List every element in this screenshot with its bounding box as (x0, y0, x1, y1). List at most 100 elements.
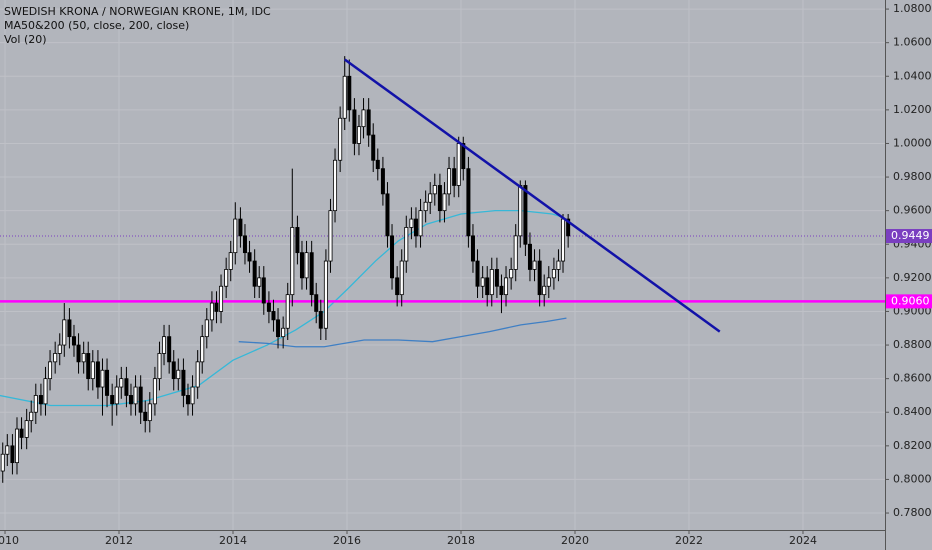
candle-body (242, 235, 247, 254)
candle-body (523, 185, 528, 245)
candle-body (390, 235, 395, 279)
candle-body (185, 395, 190, 405)
candle-body (261, 277, 266, 304)
candle-body (128, 395, 133, 405)
price-label-bg (886, 229, 932, 244)
candle-body (561, 218, 566, 262)
candle-body (228, 252, 233, 270)
candle-body (167, 336, 172, 363)
candle-body (437, 185, 442, 212)
candle-body (551, 269, 556, 279)
candle-body (485, 277, 490, 296)
candle-body (361, 109, 366, 128)
y-tick-label: 0.8200 (893, 439, 932, 452)
indicator-label: Vol (20) (4, 33, 47, 46)
candle-body (224, 269, 229, 287)
candle-body (356, 126, 361, 144)
candle-body (276, 319, 281, 338)
candle-body (38, 395, 43, 405)
candle-body (48, 361, 53, 380)
candle-body (546, 277, 551, 287)
candle-body (100, 369, 105, 388)
candle-body (556, 260, 561, 270)
y-tick-label: 0.8800 (893, 338, 932, 351)
candle-body (323, 260, 328, 329)
candle-body (566, 218, 571, 237)
candle-body (219, 285, 224, 312)
candle-body (442, 193, 447, 212)
candle-body (447, 168, 452, 195)
candle-body (95, 361, 100, 388)
candle-body (29, 411, 34, 422)
candle-body (271, 311, 276, 321)
candle-body (71, 336, 76, 346)
candle-body (86, 353, 91, 380)
candle-body (19, 428, 24, 438)
y-tick-label: 0.9800 (893, 170, 932, 183)
candle-body (181, 369, 186, 396)
candle-body (133, 386, 138, 405)
y-tick-label: 0.9600 (893, 204, 932, 217)
candle-body (352, 109, 357, 144)
candle-body (328, 210, 333, 262)
candle-body (171, 361, 176, 380)
candle-body (266, 302, 271, 312)
candle-body (432, 185, 437, 195)
candle-body (162, 336, 167, 354)
candle-body (195, 361, 200, 388)
candle-body (299, 252, 304, 279)
candle-body (209, 302, 214, 321)
price-label-bg (886, 294, 932, 309)
candle-body (33, 395, 38, 413)
candle-body (428, 193, 433, 203)
x-tick-label: 2022 (675, 534, 703, 547)
candle-body (413, 218, 418, 237)
moving-average (238, 317, 567, 348)
candle-body (67, 319, 72, 338)
candle-body (518, 185, 523, 237)
candle-body (53, 353, 58, 363)
indicator-label: MA50&200 (50, close, 200, close) (4, 19, 189, 32)
candle-body (214, 302, 219, 312)
candle-body (314, 294, 319, 312)
candle-body (147, 403, 152, 422)
candle-body (119, 378, 124, 388)
y-tick-label: 1.0000 (893, 136, 932, 149)
candle-body (138, 386, 143, 413)
candle-body (304, 252, 309, 279)
candle-body (81, 353, 86, 363)
candle-body (247, 252, 252, 262)
y-tick-label: 1.0600 (893, 36, 932, 49)
candle-body (290, 227, 295, 296)
chart-title: SWEDISH KRONA / NORWEGIAN KRONE, 1M, IDC (4, 5, 271, 18)
y-tick-label: 0.8000 (893, 472, 932, 485)
trend-line (343, 58, 721, 333)
y-tick-label: 1.0800 (893, 2, 932, 15)
y-tick-label: 0.7800 (893, 506, 932, 519)
y-tick-label: 1.0200 (893, 103, 932, 116)
candle-body (504, 277, 509, 296)
y-tick-label: 1.0400 (893, 69, 932, 82)
candle-body (342, 75, 347, 119)
candle-body (532, 260, 537, 270)
candle-body (452, 168, 457, 186)
candle-body (285, 294, 290, 329)
candle-body (5, 445, 10, 455)
candle-body (157, 353, 162, 380)
candle-body (43, 378, 48, 405)
candle-body (105, 369, 110, 396)
candle-body (114, 386, 119, 405)
candle-body (10, 445, 15, 464)
candle-body (537, 260, 542, 296)
candle-body (366, 109, 371, 136)
candle-body (200, 336, 205, 363)
candle-body (475, 260, 480, 287)
x-tick-label: 2010 (0, 534, 19, 547)
candle-body (0, 453, 5, 472)
x-tick-label: 2018 (447, 534, 475, 547)
candle-body (90, 361, 95, 380)
candle-body (295, 227, 300, 254)
candle-body (143, 411, 148, 422)
